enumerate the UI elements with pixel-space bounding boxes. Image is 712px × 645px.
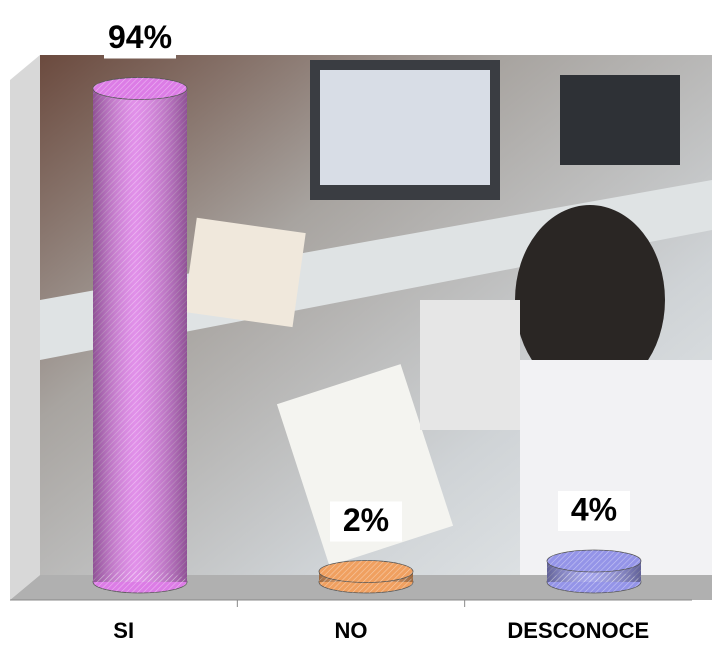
cylinder-top-hatch (93, 77, 187, 100)
value-label: 2% (343, 502, 389, 538)
cylinder-top-hatch (547, 550, 641, 572)
value-label-box (104, 18, 176, 59)
value-label: 94% (108, 19, 172, 55)
side-wall (10, 55, 40, 600)
value-label-box (558, 491, 630, 531)
value-label: 4% (571, 491, 617, 527)
bar-shade (93, 88, 187, 582)
background-photo (40, 55, 712, 575)
cylinder-bottom-hatch (93, 571, 187, 593)
value-label-box (330, 501, 402, 542)
cylinder-top-hatch (319, 560, 413, 583)
x-tick-label: SI (113, 618, 134, 643)
cylinder-bottom-hatch (547, 571, 641, 593)
x-tick-label: NO (335, 618, 368, 643)
x-tick-label: DESCONOCE (507, 618, 649, 643)
